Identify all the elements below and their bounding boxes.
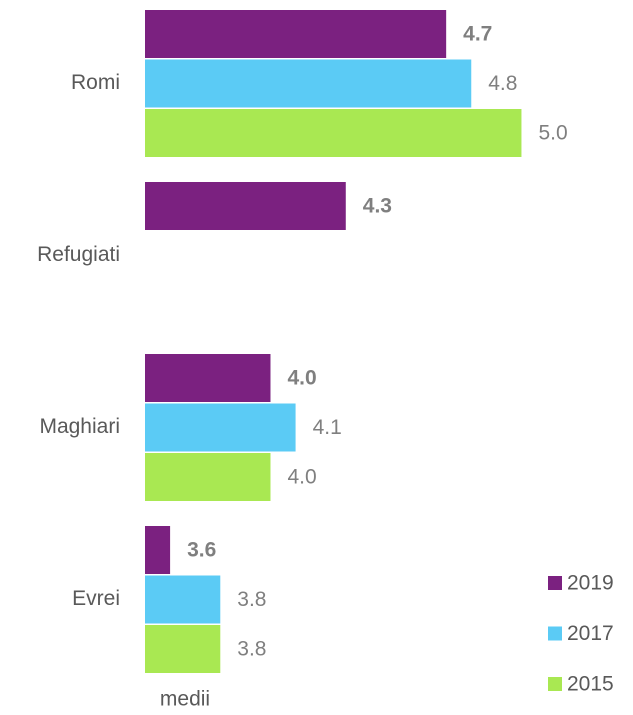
bar [145, 182, 346, 230]
bar [145, 59, 472, 108]
legend-swatch [548, 576, 562, 590]
bar [145, 10, 447, 58]
legend-swatch [548, 626, 562, 641]
value-label: 4.8 [488, 72, 517, 95]
bar [145, 453, 271, 501]
bar [145, 403, 296, 452]
bar [145, 526, 171, 574]
legend-label: 2015 [567, 673, 614, 696]
legend-label: 2017 [567, 622, 614, 645]
x-axis-label: medii [160, 688, 210, 711]
value-label: 5.0 [538, 122, 567, 145]
category-label: Romi [71, 71, 120, 94]
legend-swatch [548, 677, 562, 691]
category-label: Maghiari [39, 415, 120, 438]
value-label: 3.8 [237, 588, 266, 611]
bar [145, 354, 271, 402]
bar [145, 575, 221, 624]
value-label: 3.6 [187, 539, 216, 562]
value-label: 3.8 [237, 638, 266, 661]
legend-label: 2019 [567, 572, 614, 595]
value-label: 4.1 [313, 416, 342, 439]
value-label: 4.7 [463, 23, 492, 46]
value-label: 4.0 [287, 466, 316, 489]
bar [145, 109, 522, 157]
value-label: 4.0 [287, 367, 316, 390]
category-label: Evrei [72, 587, 120, 610]
category-label: Refugiati [37, 243, 120, 266]
bar [145, 625, 221, 673]
value-label: 4.3 [363, 195, 392, 218]
